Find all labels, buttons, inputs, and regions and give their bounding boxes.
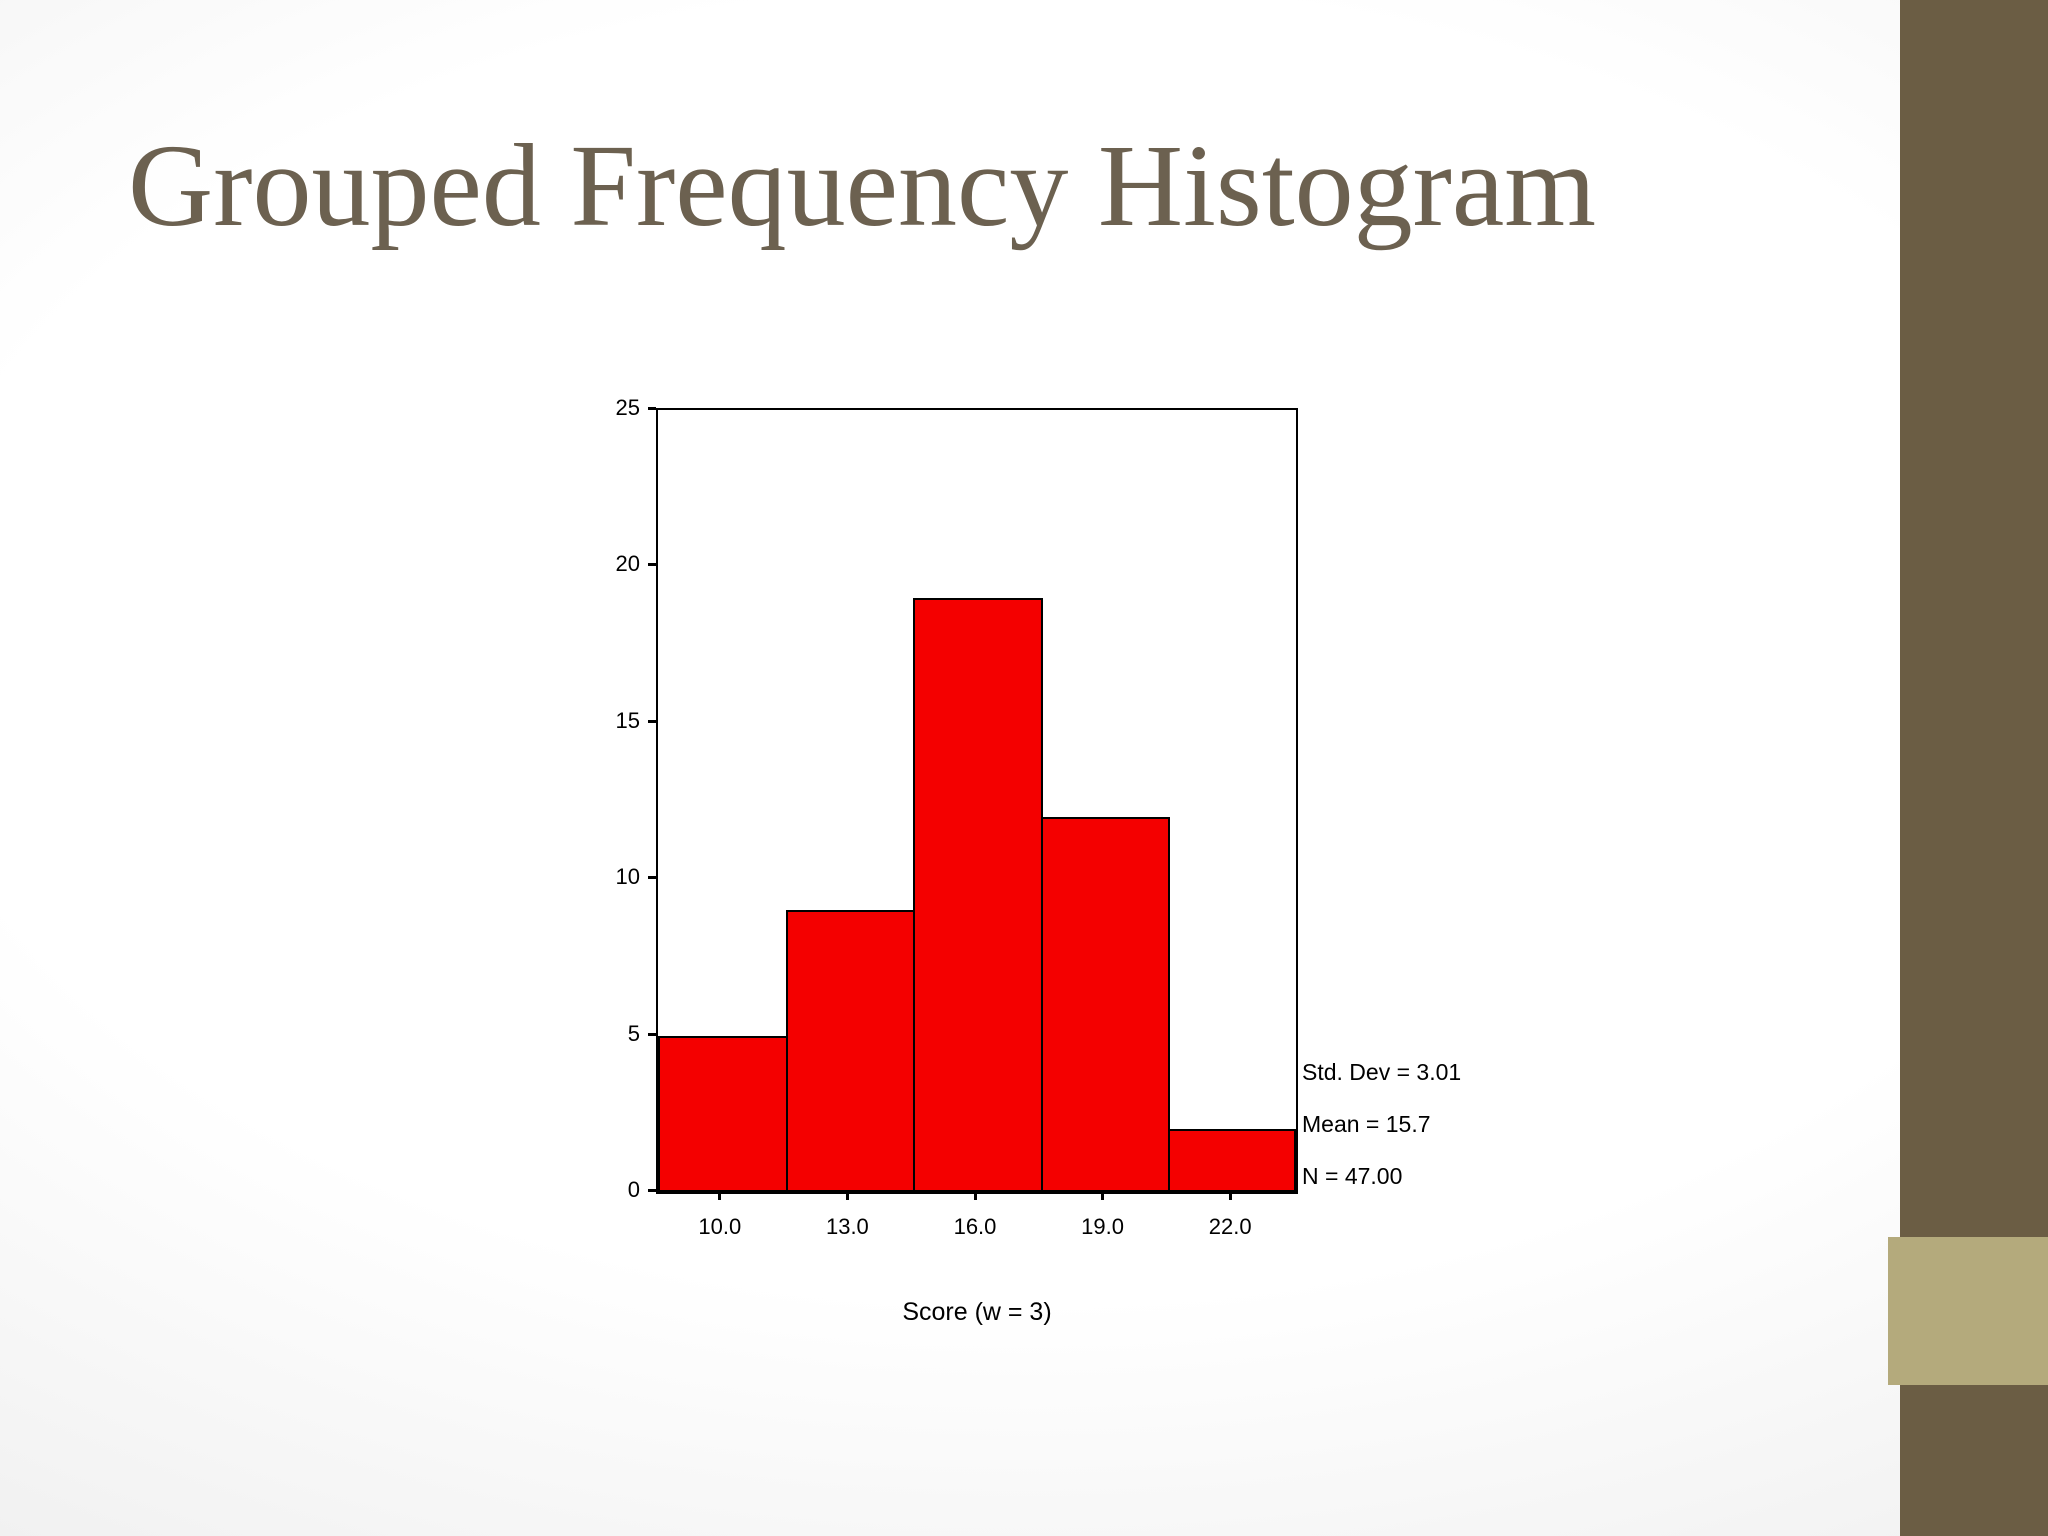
y-tick-mark (648, 407, 656, 410)
x-tick-mark (845, 1192, 849, 1200)
accent-square (1888, 1237, 2048, 1385)
y-tick-mark (648, 1032, 656, 1036)
slide-title: Grouped Frequency Histogram (128, 120, 1597, 251)
y-tick-mark (648, 563, 656, 567)
x-tick-mark (1228, 1192, 1232, 1200)
x-axis-title: Score (w = 3) (902, 1298, 1052, 1326)
y-tick-mark (648, 1189, 656, 1192)
x-tick-label: 10.0 (698, 1214, 742, 1239)
x-tick-label: 22.0 (1208, 1214, 1252, 1239)
histogram-bar (658, 1035, 788, 1192)
y-tick-label: 10 (615, 864, 640, 890)
histogram-bar (1040, 816, 1171, 1192)
y-tick-label: 15 (615, 707, 640, 733)
y-tick-label: 25 (615, 395, 640, 420)
y-tick-mark (648, 719, 656, 723)
histogram-bar (913, 597, 1043, 1192)
stat-n: N = 47.00 (1302, 1163, 1403, 1189)
x-tick-label: 19.0 (1081, 1214, 1124, 1239)
stat-std-dev: Std. Dev = 3.01 (1302, 1059, 1462, 1085)
stat-mean: Mean = 15.7 (1302, 1111, 1431, 1137)
stats-block: Std. Dev = 3.01 Mean = 15.7 N = 47.00 (1302, 1046, 1461, 1202)
histogram-bar (785, 910, 916, 1192)
x-tick-mark (1101, 1192, 1105, 1200)
y-tick-mark (648, 876, 656, 880)
y-tick-label: 5 (627, 1020, 640, 1046)
x-tick-mark (718, 1192, 722, 1200)
x-tick-label: 13.0 (825, 1214, 869, 1239)
y-tick-label: 0 (627, 1177, 640, 1202)
y-tick-label: 20 (615, 551, 640, 577)
histogram-bar (1168, 1129, 1296, 1192)
x-tick-mark (973, 1192, 977, 1200)
x-tick-label: 16.0 (953, 1214, 997, 1239)
plot-area (656, 408, 1298, 1194)
